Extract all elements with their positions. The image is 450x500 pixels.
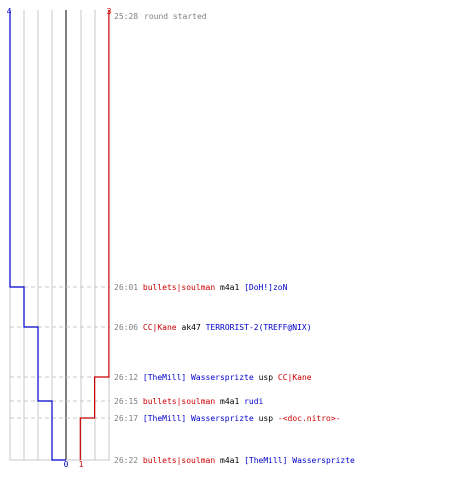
event-time: 26:15 [114,397,138,406]
event-time: 25:28 [114,12,138,21]
kill-entry: 26:01 bullets|soulman m4a1 [DoH!]zoN [114,283,288,292]
victim-name: [TheMill] Wassersprizte [244,456,355,465]
weapon-name: usp [259,373,274,382]
event-time: 26:01 [114,283,138,292]
killer-name: [TheMill] Wassersprizte [143,373,254,382]
killer-name: [TheMill] Wassersprizte [143,414,254,423]
team-a-end-count: 0 [64,460,69,469]
kill-events: 26:01 bullets|soulman m4a1 [DoH!]zoN 26:06 CC… [114,283,355,465]
weapon-name: m4a1 [220,283,239,292]
event-time: 26:22 [114,456,138,465]
player-grid [9,10,110,461]
killer-name: bullets|soulman [143,397,215,406]
kill-entry: 26:17 [TheMill] Wassersprizte usp -<doc.nit… [114,414,341,423]
round-start-entry: 25:28 round started [114,12,207,21]
kill-entry: 26:15 bullets|soulman m4a1 rudi [114,397,264,406]
killer-name: bullets|soulman [143,456,215,465]
kill-entry: 26:06 CC|Kane ak47 TERRORIST-2(TREFF@NIX) [114,323,312,332]
killer-name: bullets|soulman [143,283,215,292]
weapon-name: m4a1 [220,397,239,406]
team-a-start-count: 4 [7,7,12,16]
victim-name: CC|Kane [278,373,312,382]
kill-entry: 26:22 bullets|soulman m4a1 [TheMill] Wasser… [114,456,355,465]
team-b-start-count: 3 [107,7,112,16]
weapon-name: m4a1 [220,456,239,465]
event-time: 26:12 [114,373,138,382]
event-time: 26:17 [114,414,138,423]
victim-name: rudi [244,397,263,406]
event-time: 26:06 [114,323,138,332]
victim-name: -<doc.nitro>- [278,414,341,423]
victim-name: TERRORIST-2(TREFF@NIX) [206,323,312,332]
kill-entry: 26:12 [TheMill] Wassersprizte usp CC|Kane [114,373,312,382]
team-a-alive-line [9,10,66,461]
weapon-name: usp [259,414,274,423]
weapon-name: ak47 [182,323,201,332]
team-b-end-count: 1 [79,460,84,469]
victim-name: [DoH!]zoN [244,283,288,292]
event-text: round started [144,12,207,21]
killer-name: CC|Kane [143,323,177,332]
team-b-alive-line [79,10,110,460]
